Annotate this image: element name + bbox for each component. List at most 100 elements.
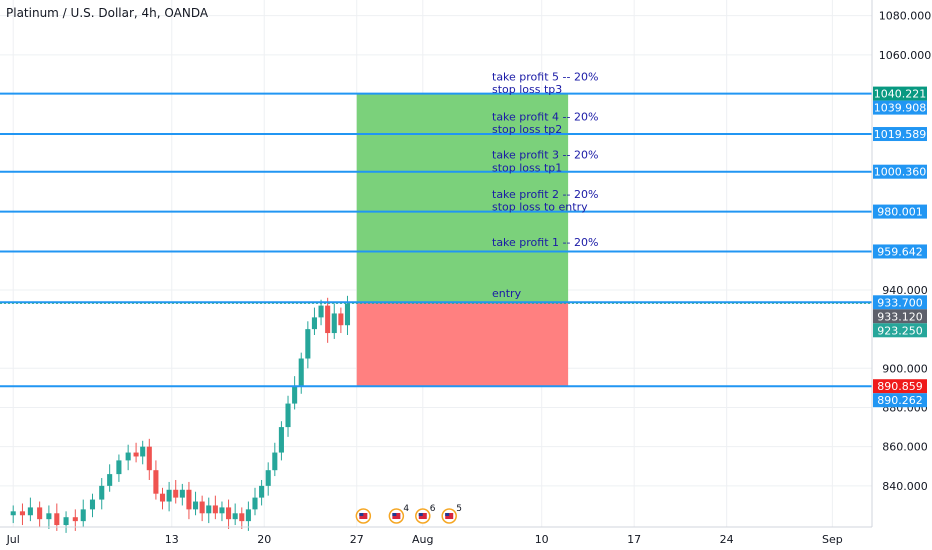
candle-body[interactable] xyxy=(219,507,225,514)
candle-body[interactable] xyxy=(318,305,324,318)
candle-body[interactable] xyxy=(265,470,271,486)
candle-body[interactable] xyxy=(159,493,166,502)
note-text: take profit 4 -- 20% xyxy=(492,110,598,123)
candle-body[interactable] xyxy=(179,489,185,498)
price-tag-label: 980.001 xyxy=(877,206,923,219)
price-tag-stop xyxy=(873,393,927,408)
candle-body[interactable] xyxy=(232,513,238,520)
candle-body[interactable] xyxy=(153,470,159,494)
event-count: 6 xyxy=(430,504,436,514)
flag-canton xyxy=(392,513,397,516)
position-zones xyxy=(356,93,569,387)
candle-body[interactable] xyxy=(285,403,291,428)
price-tag-take-profit-4 xyxy=(873,127,927,142)
x-tick-label: 17 xyxy=(627,533,641,546)
x-tick-label: 24 xyxy=(720,533,734,546)
x-tick-label: 10 xyxy=(535,533,549,546)
profit-zone xyxy=(356,93,569,303)
candle-body[interactable] xyxy=(298,358,304,386)
chart-title: Platinum / U.S. Dollar, 4h, OANDA xyxy=(6,6,209,20)
candle-body[interactable] xyxy=(133,452,139,457)
candle-body[interactable] xyxy=(325,305,331,334)
price-tag-bid xyxy=(873,323,927,338)
price-tag-take-profit-3 xyxy=(873,164,927,179)
candle-body[interactable] xyxy=(259,485,265,498)
note-text: entry xyxy=(492,287,522,300)
event-markers[interactable]: 4 6 5 xyxy=(355,504,462,524)
price-tag-stop-loss-tp3 xyxy=(873,100,927,115)
candle-body[interactable] xyxy=(331,313,337,334)
price-tag-stop-loss xyxy=(873,379,927,394)
event-count: 5 xyxy=(456,504,462,514)
candle-body[interactable] xyxy=(19,511,26,516)
candle-body[interactable] xyxy=(252,497,258,510)
price-tag-label: 933.700 xyxy=(877,296,923,309)
candle-body[interactable] xyxy=(63,517,69,526)
candle-body[interactable] xyxy=(116,460,122,475)
candle-body[interactable] xyxy=(72,517,78,522)
y-tick-label: 840.000 xyxy=(882,480,928,493)
candle-body[interactable] xyxy=(80,509,86,522)
candle-body[interactable] xyxy=(125,452,131,461)
candle-body[interactable] xyxy=(292,385,298,404)
candle-body[interactable] xyxy=(239,513,245,522)
candle-body[interactable] xyxy=(10,511,16,516)
candle-body[interactable] xyxy=(99,485,105,500)
candle-body[interactable] xyxy=(226,507,232,520)
candle-body[interactable] xyxy=(186,489,192,510)
candle-body[interactable] xyxy=(272,452,278,471)
price-tag-take-profit-1 xyxy=(873,244,927,259)
candle-body[interactable] xyxy=(146,446,152,471)
candle-body[interactable] xyxy=(212,505,218,514)
candle-body[interactable] xyxy=(27,507,33,516)
candle-body[interactable] xyxy=(46,513,52,520)
x-tick-label: Jul xyxy=(6,533,20,546)
x-tick-label: Sep xyxy=(822,533,843,546)
price-tag-take-profit-5 xyxy=(873,86,927,101)
candle-body[interactable] xyxy=(245,509,251,522)
price-tag-label: 1019.589 xyxy=(874,128,927,141)
level-lines[interactable] xyxy=(0,92,872,388)
candle-body[interactable] xyxy=(37,507,43,520)
candle-body[interactable] xyxy=(192,501,199,510)
note-text: stop loss tp3 xyxy=(492,83,562,96)
y-tick-label: 860.000 xyxy=(882,441,928,454)
candle-body[interactable] xyxy=(344,303,351,326)
annotation-notes: take profit 5 -- 20%stop loss tp3 take pr… xyxy=(492,70,598,299)
price-tag-take-profit-2 xyxy=(873,204,927,219)
candle-body[interactable] xyxy=(54,513,60,526)
price-tag-label: 1040.221 xyxy=(874,88,927,101)
note-text: take profit 1 -- 20% xyxy=(492,236,598,249)
x-tick-label: 20 xyxy=(257,533,271,546)
candle-body[interactable] xyxy=(338,313,344,326)
price-tag-label: 890.859 xyxy=(877,380,923,393)
candle-body[interactable] xyxy=(278,427,284,453)
note-text: stop loss to entry xyxy=(492,201,588,214)
candle-body[interactable] xyxy=(206,505,212,514)
x-tick-label: 27 xyxy=(350,533,364,546)
y-tick-label: 1080.000 xyxy=(879,10,932,23)
candle-body[interactable] xyxy=(173,489,179,498)
y-tick-label: 940.000 xyxy=(882,284,928,297)
candle-body[interactable] xyxy=(311,317,317,330)
price-tag-label: 959.642 xyxy=(877,245,923,258)
price-tag-label: 923.250 xyxy=(877,324,923,337)
candle-body[interactable] xyxy=(166,489,172,502)
candle-body[interactable] xyxy=(305,329,311,359)
note-text: take profit 5 -- 20% xyxy=(492,70,598,83)
x-tick-label: 13 xyxy=(165,533,179,546)
note-text: take profit 2 -- 20% xyxy=(492,188,598,201)
candle-body[interactable] xyxy=(107,474,113,486)
candle-body[interactable] xyxy=(89,499,96,510)
flag-canton xyxy=(359,513,364,516)
candlestick-series[interactable] xyxy=(10,295,351,533)
price-tag-label: 1039.908 xyxy=(874,102,927,115)
y-tick-label: 1060.000 xyxy=(879,49,932,62)
x-tick-label: Aug xyxy=(412,533,433,546)
flag-canton xyxy=(418,513,423,516)
candle-body[interactable] xyxy=(199,501,205,514)
price-tag-label: 1000.360 xyxy=(874,166,927,179)
note-text: take profit 3 -- 20% xyxy=(492,149,598,162)
candle-body[interactable] xyxy=(140,446,146,457)
